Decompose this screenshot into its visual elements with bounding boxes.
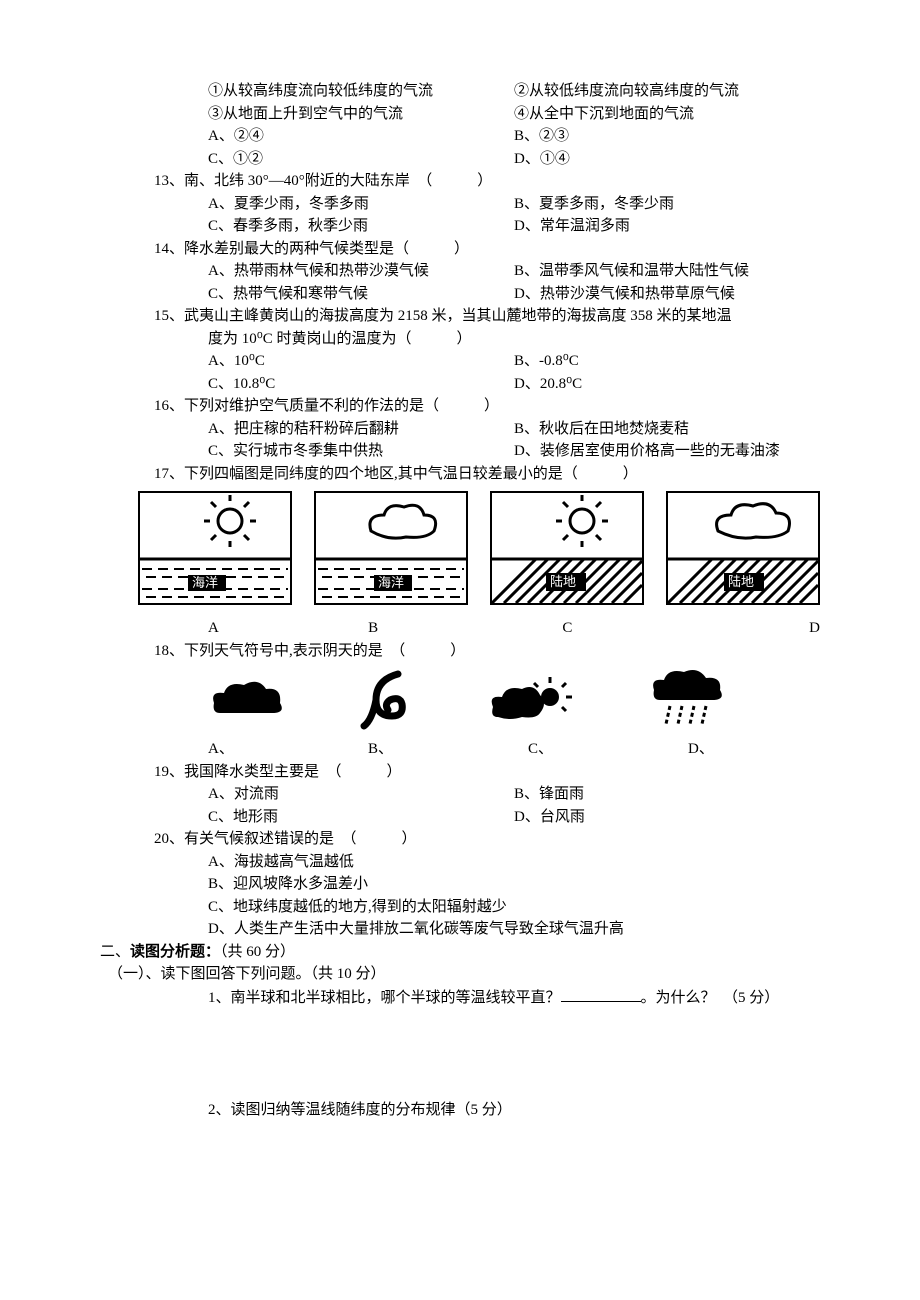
pre-opt-d: D、①④ bbox=[514, 148, 820, 171]
q17-stem: 17、下列四幅图是同纬度的四个地区,其中气温日较差最小的是（ ） bbox=[100, 463, 820, 486]
q20-a: A、海拔越高气温越低 bbox=[100, 851, 820, 874]
section2-head: 二、读图分析题：（共 60 分） bbox=[100, 941, 820, 964]
q18-a: A、 bbox=[208, 738, 368, 761]
q15-stem1: 15、武夷山主峰黄岗山的海拔高度为 2158 米，当其山麓地带的海拔高度 358… bbox=[100, 305, 820, 328]
q14-a: A、热带雨林气候和热带沙漠气候 bbox=[208, 260, 514, 283]
q17-label-b: B bbox=[276, 617, 470, 640]
pre-opt-b: B、②③ bbox=[514, 125, 820, 148]
section2-p1-q2: 2、读图归纳等温线随纬度的分布规律（5 分） bbox=[100, 1099, 820, 1122]
q18-icons bbox=[100, 670, 820, 730]
pre-opt-a: A、②④ bbox=[208, 125, 514, 148]
q14-d: D、热带沙漠气候和热带草原气候 bbox=[514, 283, 820, 306]
typhoon-icon bbox=[358, 670, 418, 730]
pre-opts-row1: A、②④ B、②③ bbox=[100, 125, 820, 148]
q20-d: D、人类生产生活中大量排放二氧化碳等废气导致全球气温升高 bbox=[100, 918, 820, 941]
q15-a: A、10⁰C bbox=[208, 350, 514, 373]
q18-b: B、 bbox=[368, 738, 528, 761]
pre-line1: ①从较高纬度流向较低纬度的气流 ②从较低纬度流向较高纬度的气流 bbox=[100, 80, 820, 103]
pre-opt-c: C、①② bbox=[208, 148, 514, 171]
q17-images: 海洋 海洋 bbox=[100, 491, 820, 605]
q14-c: C、热带气候和寒带气候 bbox=[208, 283, 514, 306]
section2-p1-q1: 1、南半球和北半球相比，哪个半球的等温线较平直？。为什么？ （5 分） bbox=[100, 986, 820, 1010]
q16-b: B、秋收后在田地焚烧麦秸 bbox=[514, 418, 820, 441]
pre-opts-row2: C、①② D、①④ bbox=[100, 148, 820, 171]
cloud-icon bbox=[208, 675, 288, 725]
q13-d: D、常年温润多雨 bbox=[514, 215, 820, 238]
q17-label-a: A bbox=[208, 617, 276, 640]
q15-b: B、-0.8⁰C bbox=[514, 350, 820, 373]
q15-stem2: 度为 10⁰C 时黄岗山的温度为（ ） bbox=[100, 328, 820, 351]
q17-img-c: 陆地 bbox=[490, 491, 644, 605]
q13-stem: 13、南、北纬 30°—40°附近的大陆东岸 （ ） bbox=[100, 170, 820, 193]
q19-c: C、地形雨 bbox=[208, 806, 514, 829]
section2-p1-head: （一）、读下图回答下列问题。（共 10 分） bbox=[100, 963, 820, 986]
q17-img-b: 海洋 bbox=[314, 491, 468, 605]
q15-c: C、10.8⁰C bbox=[208, 373, 514, 396]
q16-a: A、把庄稼的秸秆粉碎后翻耕 bbox=[208, 418, 514, 441]
q14-stem: 14、降水差别最大的两种气候类型是（ ） bbox=[100, 238, 820, 261]
q13-a: A、夏季少雨，冬季多雨 bbox=[208, 193, 514, 216]
q16-stem: 16、下列对维护空气质量不利的作法的是（ ） bbox=[100, 395, 820, 418]
q20-stem: 20、有关气候叙述错误的是 （ ） bbox=[100, 828, 820, 851]
pre-line2: ③从地面上升到空气中的气流 ④从全中下沉到地面的气流 bbox=[100, 103, 820, 126]
q19-b: B、锋面雨 bbox=[514, 783, 820, 806]
q16-d: D、装修居室使用价格高一些的无毒油漆 bbox=[514, 440, 820, 463]
q19-stem: 19、我国降水类型主要是 （ ） bbox=[100, 761, 820, 784]
rain-icon bbox=[648, 670, 728, 730]
svg-text:陆地: 陆地 bbox=[550, 574, 576, 589]
q18-d: D、 bbox=[688, 738, 808, 761]
q17-img-a: 海洋 bbox=[138, 491, 292, 605]
q16-c: C、实行城市冬季集中供热 bbox=[208, 440, 514, 463]
svg-text:海洋: 海洋 bbox=[192, 575, 218, 590]
q19-d: D、台风雨 bbox=[514, 806, 820, 829]
q18-stem: 18、下列天气符号中,表示阴天的是 （ ） bbox=[100, 640, 820, 663]
q18-labels: A、 B、 C、 D、 bbox=[100, 738, 820, 761]
q17-label-d: D bbox=[665, 617, 820, 640]
q20-c: C、地球纬度越低的地方,得到的太阳辐射越少 bbox=[100, 896, 820, 919]
svg-text:海洋: 海洋 bbox=[378, 575, 404, 590]
svg-text:陆地: 陆地 bbox=[728, 574, 754, 589]
q17-img-d: 陆地 bbox=[666, 491, 820, 605]
q18-c: C、 bbox=[528, 738, 688, 761]
q19-a: A、对流雨 bbox=[208, 783, 514, 806]
q14-b: B、温带季风气候和温带大陆性气候 bbox=[514, 260, 820, 283]
q17-label-c: C bbox=[470, 617, 664, 640]
q20-b: B、迎风坡降水多温差小 bbox=[100, 873, 820, 896]
q13-b: B、夏季多雨，冬季少雨 bbox=[514, 193, 820, 216]
blank-line bbox=[561, 986, 641, 1002]
partly-sunny-icon bbox=[488, 673, 578, 728]
q15-d: D、20.8⁰C bbox=[514, 373, 820, 396]
q13-c: C、春季多雨，秋季少雨 bbox=[208, 215, 514, 238]
q17-labels: A B C D bbox=[100, 617, 820, 640]
